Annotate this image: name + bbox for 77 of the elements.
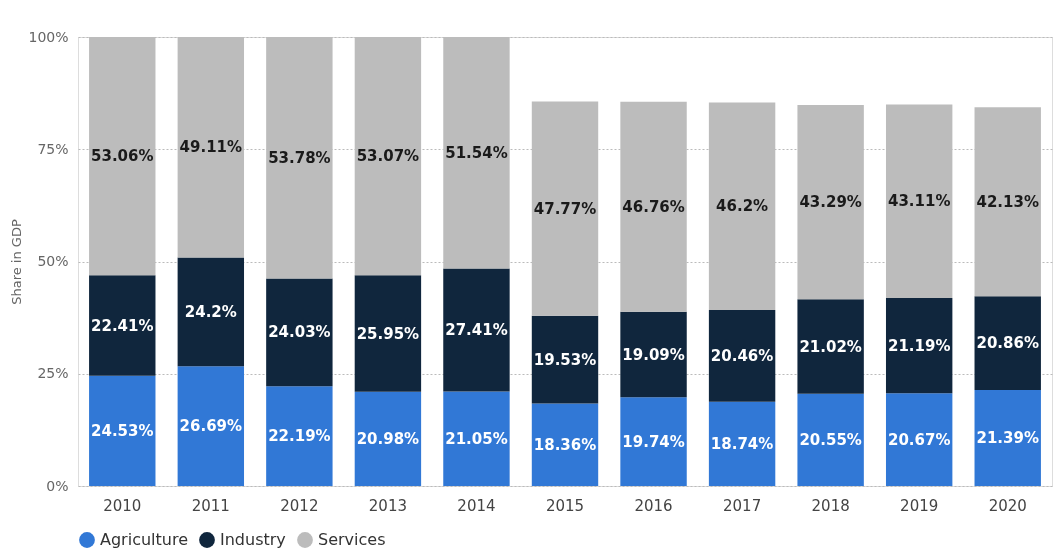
x-tick-label: 2015 — [545, 496, 585, 515]
bar — [354, 391, 422, 486]
data-label: 46.2% — [716, 197, 769, 216]
data-label: 21.05% — [445, 429, 508, 448]
y-tick-label: 25% — [37, 365, 69, 382]
legend-label: Services — [318, 530, 386, 549]
data-label: 43.11% — [887, 192, 951, 211]
data-label: 53.06% — [91, 147, 154, 166]
data-label: 19.09% — [622, 345, 685, 364]
y-tick-label: 75% — [37, 140, 69, 157]
data-label: 24.2% — [184, 302, 237, 321]
data-label: 21.02% — [799, 337, 862, 356]
bar — [797, 299, 864, 394]
x-tick-label: 2018 — [811, 496, 850, 515]
data-label: 42.13% — [976, 192, 1039, 211]
data-label: 24.53% — [91, 421, 154, 440]
y-tick-label: 100% — [28, 28, 69, 45]
legend-label: Industry — [220, 530, 286, 549]
x-tick-label: 2016 — [634, 496, 673, 515]
data-label: 20.55% — [799, 430, 862, 449]
bar — [974, 107, 1041, 297]
data-label: 19.74% — [622, 432, 685, 451]
bar — [531, 403, 599, 486]
y-tick-label: 0% — [46, 477, 69, 494]
data-label: 21.19% — [887, 336, 951, 355]
bar — [89, 275, 156, 376]
legend-label: Agriculture — [100, 530, 188, 549]
bar — [177, 366, 245, 486]
data-label: 51.54% — [445, 143, 508, 162]
data-label: 53.07% — [356, 147, 420, 166]
data-label: 43.29% — [799, 193, 862, 212]
data-label: 19.53% — [533, 350, 597, 369]
data-label: 20.86% — [976, 334, 1039, 353]
y-tick-label: 50% — [37, 253, 69, 269]
bar — [620, 397, 687, 486]
data-label: 22.41% — [91, 316, 154, 335]
x-tick-label: 2012 — [280, 496, 319, 515]
data-label: 18.74% — [710, 434, 774, 453]
bar — [354, 275, 422, 392]
data-label: 21.39% — [976, 428, 1039, 447]
data-label: 22.19% — [268, 427, 331, 446]
data-label: 25.95% — [356, 324, 420, 343]
bar — [974, 389, 1041, 486]
data-label: 27.41% — [445, 320, 508, 339]
bar — [443, 268, 510, 392]
bar — [885, 393, 953, 486]
bar — [531, 315, 599, 404]
bar — [885, 298, 953, 394]
x-tick-label: 2010 — [103, 496, 142, 515]
bar — [266, 278, 333, 387]
x-tick-label: 2014 — [457, 496, 496, 515]
bar — [797, 393, 864, 486]
x-tick-label: 2011 — [191, 496, 230, 515]
bar — [177, 257, 245, 367]
bar — [708, 309, 776, 402]
data-label: 18.36% — [533, 435, 597, 454]
bar — [354, 37, 422, 276]
bar — [89, 375, 156, 486]
data-label: 47.77% — [533, 199, 597, 218]
bar — [708, 401, 776, 486]
bar — [974, 296, 1041, 390]
bar — [443, 391, 510, 486]
data-label: 24.03% — [268, 323, 331, 342]
x-tick-label: 2020 — [988, 496, 1027, 515]
y-axis-title: Share in GDP — [9, 219, 25, 305]
bar — [266, 386, 333, 486]
data-label: 20.46% — [710, 346, 774, 365]
data-label: 49.11% — [179, 138, 243, 157]
data-label: 20.98% — [356, 429, 420, 448]
data-label: 53.78% — [268, 148, 331, 167]
x-tick-label: 2017 — [723, 496, 762, 515]
bar — [620, 311, 687, 398]
x-tick-label: 2013 — [368, 496, 407, 515]
data-label: 20.67% — [887, 430, 951, 449]
data-label: 46.76% — [622, 197, 685, 216]
x-tick-label: 2019 — [900, 496, 939, 515]
data-label: 26.69% — [179, 417, 243, 436]
